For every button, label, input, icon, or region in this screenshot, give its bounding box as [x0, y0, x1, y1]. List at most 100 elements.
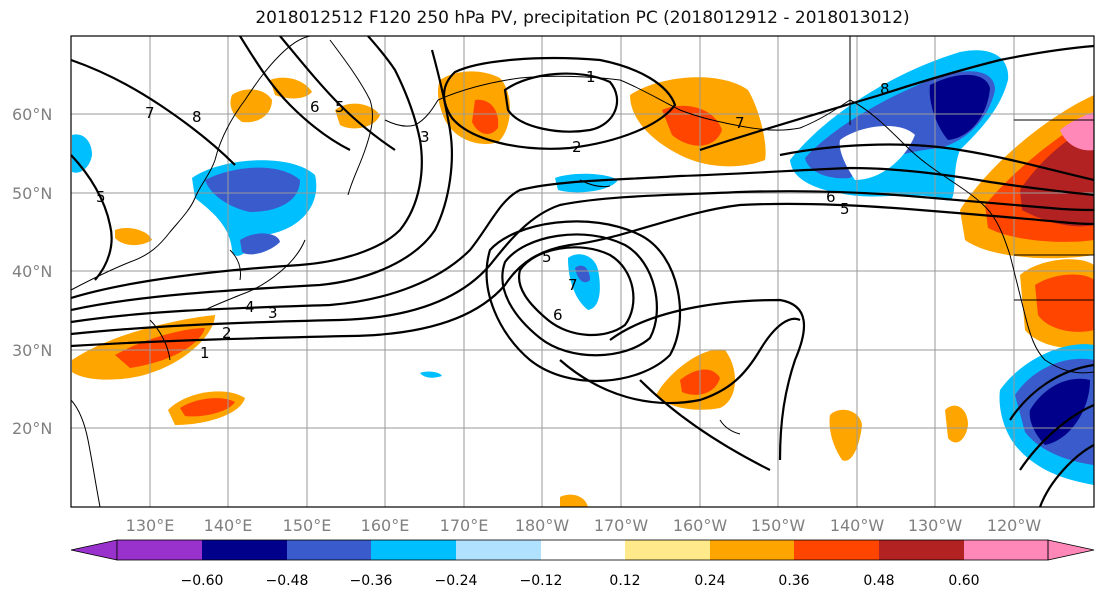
lon-tick-label: 180°W	[515, 516, 570, 535]
pv-contour	[71, 49, 453, 312]
lon-tick-label: 140°E	[204, 516, 253, 535]
shade-strong-negative	[205, 167, 300, 212]
lat-tick-labels: 60°N 50°N 40°N 30°N 20°N	[12, 105, 52, 438]
shade-negative	[420, 371, 442, 378]
colorbar-segment	[202, 540, 287, 560]
colorbar-label: −0.12	[520, 573, 563, 589]
colorbar-label: 0.24	[694, 573, 725, 589]
contour-label: 2	[222, 324, 232, 342]
colorbar-segment	[710, 540, 794, 560]
contour-labels: 7 8 6 5 3 1 2 5 4 3 2 1 5 7 6 8 7 6 5	[96, 68, 890, 362]
pv-contour	[71, 154, 113, 281]
shade-neutral	[839, 125, 915, 180]
lon-tick-label: 150°W	[751, 516, 806, 535]
colorbar-label: 0.36	[778, 573, 809, 589]
contour-label: 2	[572, 138, 582, 156]
lat-tick-label: 30°N	[12, 341, 52, 360]
pv-contour	[1038, 444, 1094, 507]
shade-positive	[945, 405, 968, 443]
contour-label: 5	[96, 188, 106, 206]
shade-strong-negative	[240, 233, 280, 255]
lon-tick-labels: 130°E 140°E 150°E 160°E 170°E 180°W 170°…	[126, 516, 1042, 535]
colorbar-segment	[117, 540, 202, 560]
colorbar-label: −0.48	[266, 573, 309, 589]
lon-tick-label: 160°W	[673, 516, 728, 535]
colorbar-segment	[371, 540, 456, 560]
pv-contour	[239, 36, 351, 151]
graticule	[71, 36, 1094, 507]
shade-positive	[115, 228, 152, 246]
shade-strong-positive	[662, 105, 722, 146]
contour-label: 3	[420, 128, 430, 146]
pv-contour	[71, 202, 1094, 348]
colorbar-label: −0.24	[435, 573, 478, 589]
shade-positive	[829, 409, 862, 461]
colorbar-label: 0.12	[609, 573, 640, 589]
lon-tick-label: 130°E	[126, 516, 175, 535]
pv-contour	[71, 166, 1094, 324]
colorbar: −0.60 −0.48 −0.36 −0.24 −0.12 0.12 0.24 …	[70, 539, 1095, 589]
pv-contour	[71, 36, 423, 300]
contour-label: 7	[735, 114, 745, 132]
pv-contour	[279, 36, 396, 151]
shade-strong-positive	[180, 398, 235, 417]
contour-label: 6	[826, 188, 836, 206]
colorbar-segment	[625, 540, 710, 560]
colorbar-label: −0.60	[181, 573, 224, 589]
shade-strong-positive	[472, 99, 499, 134]
contour-label: 1	[586, 68, 596, 86]
contour-label: 6	[553, 306, 563, 324]
shade-positive	[560, 494, 588, 507]
lat-tick-label: 60°N	[12, 105, 52, 124]
pv-contour	[559, 317, 801, 405]
colorbar-outline	[116, 539, 1049, 561]
pv-contour	[71, 58, 236, 166]
pv-contour	[517, 246, 635, 337]
contour-label: 7	[145, 104, 155, 122]
shade-strong-positive	[1035, 274, 1094, 332]
contour-label: 5	[542, 248, 552, 266]
contour-label: 5	[335, 98, 345, 116]
pv-contour	[1019, 403, 1094, 471]
contour-label: 6	[310, 98, 320, 116]
pv-contour	[501, 233, 658, 357]
lon-tick-label: 160°E	[361, 516, 410, 535]
map-frame	[70, 35, 1095, 508]
colorbar-label: −0.36	[350, 573, 393, 589]
lon-tick-label: 170°E	[440, 516, 489, 535]
pv-contour	[443, 56, 677, 150]
contour-label: 8	[192, 108, 202, 126]
pv-contour	[779, 143, 1094, 182]
lon-tick-label: 150°E	[283, 516, 332, 535]
contour-label: 3	[268, 304, 278, 322]
contour-label: 7	[568, 276, 578, 294]
lat-tick-label: 50°N	[12, 184, 52, 203]
pv-contours	[71, 36, 1094, 507]
colorbar-segment	[879, 540, 964, 560]
colorbar-label: 0.60	[948, 573, 979, 589]
shade-extreme-positive	[1060, 112, 1094, 151]
colorbar-segment	[541, 540, 625, 560]
lat-tick-label: 20°N	[12, 419, 52, 438]
shade-very-strong-positive	[1020, 125, 1094, 227]
lon-tick-label: 170°W	[594, 516, 649, 535]
shade-strong-negative	[575, 265, 590, 283]
pv-contour	[503, 72, 619, 133]
precip-shading	[72, 50, 1094, 507]
lon-tick-label: 140°W	[830, 516, 885, 535]
colorbar-segment	[287, 540, 371, 560]
colorbar-extend-right	[1047, 539, 1095, 561]
shade-strong-positive	[115, 328, 205, 368]
coastlines	[71, 36, 1094, 507]
colorbar-label: 0.48	[863, 573, 894, 589]
pv-contour	[71, 190, 1094, 336]
pv-contour	[609, 298, 806, 461]
contour-label: 5	[840, 200, 850, 218]
colorbar-segment	[794, 540, 879, 560]
pv-contour	[699, 44, 1094, 152]
map-title: 2018012512 F120 250 hPa PV, precipitatio…	[255, 8, 910, 28]
lon-tick-label: 130°W	[908, 516, 963, 535]
lat-tick-label: 40°N	[12, 262, 52, 281]
